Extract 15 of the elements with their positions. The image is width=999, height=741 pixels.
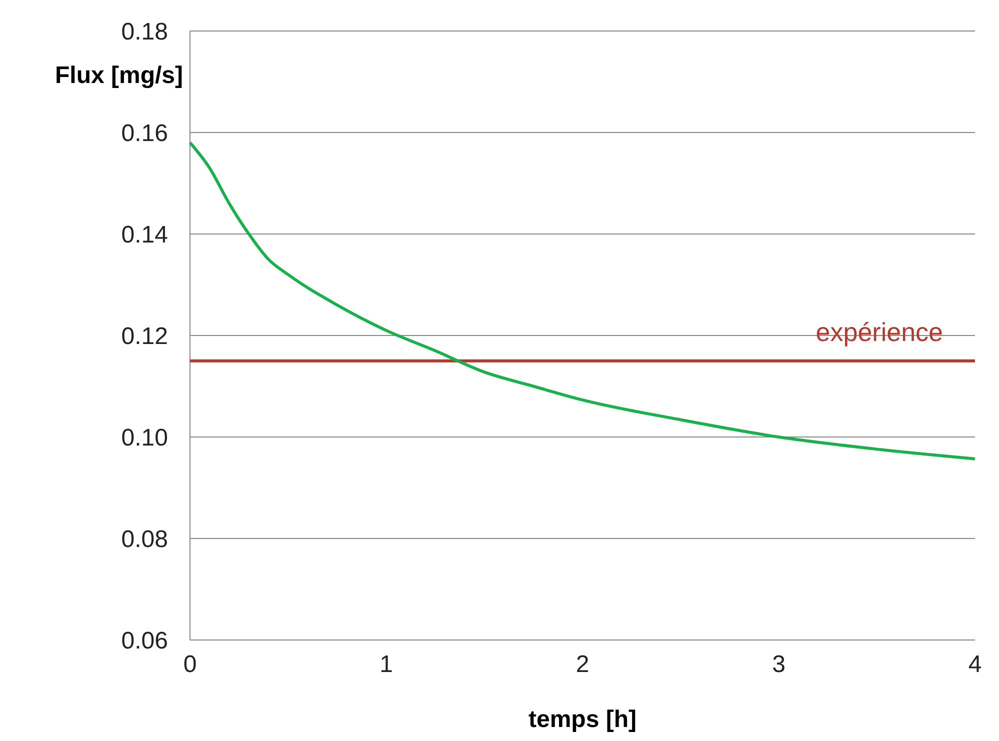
y-axis-title: Flux [mg/s] (54, 62, 183, 89)
x-tick-label: 2 (576, 651, 590, 678)
y-tick-label: 0.16 (121, 120, 168, 147)
y-tick-label: 0.14 (121, 221, 168, 248)
x-axis-title: temps [h] (528, 706, 636, 733)
y-tick-label: 0.18 (121, 18, 168, 46)
x-tick-label: 1 (380, 651, 393, 678)
x-tick-label: 4 (968, 651, 982, 678)
y-tick-label: 0.10 (121, 424, 168, 452)
y-tick-label: 0.08 (121, 526, 168, 553)
x-tick-label: 3 (772, 651, 786, 678)
y-tick-label: 0.06 (121, 627, 168, 654)
line-series (188, 141, 976, 460)
x-tick-label: 0 (183, 651, 197, 678)
y-tick-label: 0.12 (121, 322, 168, 350)
